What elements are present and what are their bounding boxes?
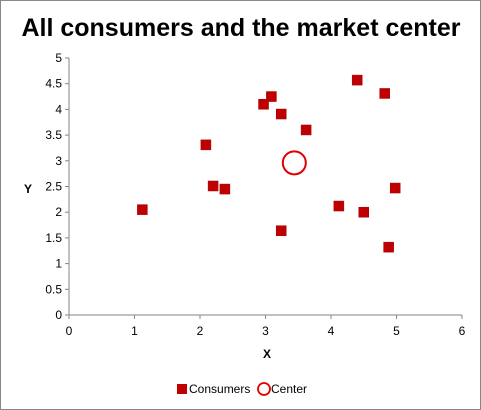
consumer-point <box>300 124 312 136</box>
chart-title: All consumers and the market center <box>21 14 460 42</box>
consumer-point <box>200 139 212 151</box>
axes <box>65 57 463 319</box>
y-tick-label: 4.5 <box>45 77 62 91</box>
y-tick-label: 3 <box>55 154 62 168</box>
y-tick-label: 2.5 <box>45 180 62 194</box>
consumer-point <box>137 204 148 215</box>
legend: Consumers Center <box>177 382 307 396</box>
x-tick-label: 1 <box>131 324 138 338</box>
consumer-point <box>351 74 363 86</box>
legend-consumers-marker <box>177 384 187 394</box>
consumer-point <box>207 180 219 192</box>
y-tick-label: 4 <box>55 102 62 116</box>
y-tick-label: 1 <box>55 257 62 271</box>
x-tick-label: 6 <box>459 324 466 338</box>
y-tick-label: 0 <box>55 308 62 322</box>
x-tick-label: 4 <box>328 324 335 338</box>
consumer-point <box>219 183 231 195</box>
legend-label: Center <box>271 382 307 396</box>
x-axis-label: X <box>263 347 271 361</box>
x-tick-label: 0 <box>66 324 73 338</box>
consumer-point <box>379 88 390 99</box>
consumer-point <box>258 99 269 110</box>
data-points <box>137 74 401 253</box>
consumer-point <box>358 206 369 218</box>
consumer-point <box>275 225 287 236</box>
consumer-point <box>333 200 345 212</box>
legend-label: Consumers <box>189 382 250 396</box>
y-tick-label: 3.5 <box>45 128 62 142</box>
y-axis-label: Y <box>24 182 32 196</box>
center-point <box>281 150 307 176</box>
x-tick-label: 3 <box>262 324 269 338</box>
consumer-point <box>383 241 394 253</box>
consumer-point <box>275 108 287 120</box>
x-tick-label: 2 <box>197 324 204 338</box>
y-tick-label: 0.5 <box>45 282 62 296</box>
y-tick-label: 2 <box>55 205 62 219</box>
consumer-point <box>389 182 401 194</box>
y-tick-labels: 0 0.5 1 1.5 2 2.5 3 3.5 4 4.5 5 <box>45 51 62 322</box>
y-tick-label: 1.5 <box>45 231 62 245</box>
y-tick-label: 5 <box>55 51 62 65</box>
consumer-point <box>266 91 277 102</box>
x-tick-label: 5 <box>393 324 400 338</box>
legend-center-marker <box>257 382 271 396</box>
x-tick-labels: 0 1 2 3 4 5 6 <box>66 324 466 338</box>
